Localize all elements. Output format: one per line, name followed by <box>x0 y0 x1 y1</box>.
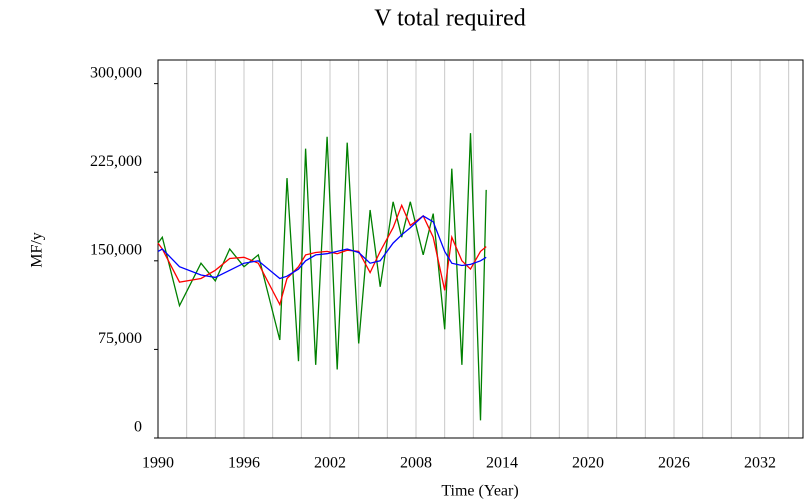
y-axis-label: MF/y <box>29 232 46 268</box>
x-tick-label: 2002 <box>314 455 346 472</box>
x-tick-label: 2008 <box>400 455 432 472</box>
series-line <box>157 203 487 307</box>
x-axis-label: Time (Year) <box>441 483 518 500</box>
x-tick-label: 1990 <box>142 455 174 472</box>
x-tick-label: 2032 <box>744 455 776 472</box>
y-tick-label: 75,000 <box>98 330 142 347</box>
x-tick-label: 2020 <box>572 455 604 472</box>
series-line <box>157 133 487 421</box>
y-tick-label: 225,000 <box>90 153 142 170</box>
y-tick-label: 300,000 <box>90 64 142 81</box>
x-tick-label: 1996 <box>228 455 260 472</box>
chart-title: V total required <box>374 6 526 32</box>
y-tick-label: 150,000 <box>90 241 142 258</box>
x-tick-label: 2026 <box>658 455 690 472</box>
plot-frame <box>157 59 804 439</box>
y-tick-label: 0 <box>134 419 142 436</box>
series-line <box>157 215 487 280</box>
x-tick-label: 2014 <box>486 455 518 472</box>
